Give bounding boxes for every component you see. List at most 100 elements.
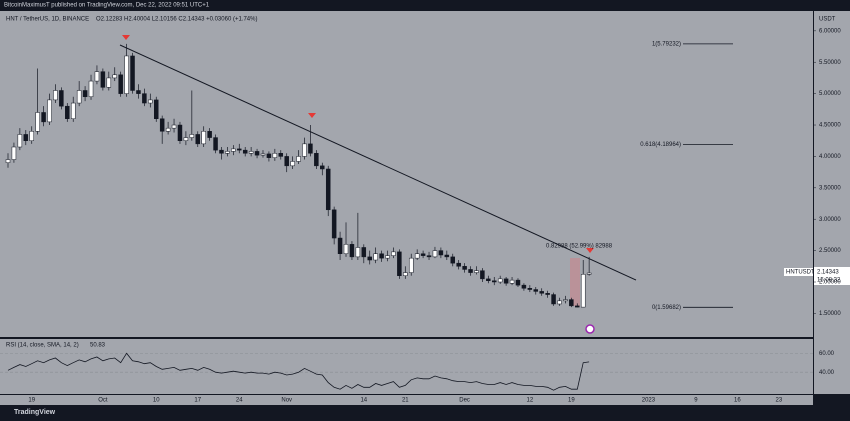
candle-body [557,300,562,305]
candle-body [586,272,592,275]
candle-body [53,90,58,101]
candle-body [242,149,248,154]
candle-body [361,247,367,258]
candle-body [325,168,331,211]
y-tick-label: 3.00000 [819,217,841,223]
symbol-title: HNT / TetherUS, 1D, BINANCE [6,17,89,23]
y-tick-label: 5.50000 [819,60,841,66]
last-price: 2.14343 [817,270,839,276]
x-tick-label: Nov [281,398,292,404]
x-tick-label: 21 [402,398,409,404]
candle-body [5,159,11,163]
candle-body [195,134,201,145]
candle-body [154,99,159,119]
candle-body [337,237,343,254]
candle-body [41,112,46,123]
candle-body [17,134,23,148]
candle-body [486,278,491,281]
fib-label: 0.618(4.18964) [640,142,681,148]
candle-body [248,151,254,154]
candle-body [171,124,177,129]
unit: USDT [819,17,836,23]
candle-body [266,153,272,158]
x-tick-label: 19 [28,398,35,404]
candle-body [456,262,461,267]
candle-body [438,250,444,256]
candle-body [59,90,64,107]
candle-body [515,279,521,286]
x-tick-label: 19 [568,398,575,404]
candle-body [414,253,420,259]
candle-body [159,118,165,132]
candle-body [272,153,278,158]
candle-body [290,161,295,167]
candle-body [70,102,76,119]
rsi-pane [0,339,813,394]
candle-body [462,266,467,270]
candle-body [94,71,100,82]
candle-body [100,71,106,88]
rsi-title: RSI (14, close, SMA, 14, 2) [6,343,79,349]
candle-body [509,279,515,284]
candle-body [302,143,307,157]
ohlc: O2.12283 H2.40004 L2.10156 C2.14343 +0.0… [96,17,257,23]
candle-body [468,269,473,273]
candle-body [88,80,94,98]
candle-body [130,55,135,91]
candle-body [349,244,355,258]
candle-body [165,127,171,132]
candle-body [397,251,402,276]
x-tick-label: Oct [98,398,108,404]
fib-label: 0(1.59682) [652,305,681,311]
candle-body [563,299,568,302]
candle-body [432,250,438,258]
candle-body [379,253,384,259]
candle-body [503,278,509,284]
candle-body [29,131,34,141]
candle-body [420,253,426,256]
candle-body [65,105,70,119]
y-tick-label: 4.50000 [819,123,841,129]
publisher: BitcoinMaximusT published on TradingView… [4,3,210,9]
candle-body [575,305,580,308]
price-axis [814,11,850,394]
x-tick-label: 17 [194,398,201,404]
candle-body [231,148,236,152]
candle-body [527,288,533,290]
time-axis [0,395,813,405]
candle-body [177,124,183,141]
fib-label: 1(5.79232) [652,41,681,47]
candle-body [569,299,574,307]
x-tick-label: 10 [153,398,160,404]
candle-body [580,274,586,308]
candle-body [219,149,224,154]
trend-line [119,44,637,281]
candle-body [225,151,230,154]
candle-body [106,77,112,88]
candle-body [35,112,40,132]
symbol-label: HNTUSDT [786,270,815,276]
candle-body [408,257,414,273]
candle-body [254,151,260,156]
candle-body [355,247,361,258]
candle-body [201,131,206,145]
candle-body [426,255,432,258]
x-tick-label: 2023 [642,398,656,404]
event-icon[interactable] [585,324,595,334]
candle-body [480,270,485,280]
y-tick-label: 4.00000 [819,154,841,160]
candle-body [82,90,88,98]
marker [122,35,130,40]
y-tick-label: 3.50000 [819,185,841,191]
candle-body [521,284,527,289]
candle-body [124,55,129,94]
candle-body [497,278,503,283]
candle-body [183,137,189,141]
rsi-tick-label: 40.00 [819,370,835,376]
range-box [570,258,580,306]
candle-body [539,291,544,294]
x-tick-label: 16 [734,398,741,404]
candle-body [278,153,284,157]
candle-body [314,153,319,167]
candle-body [331,209,337,239]
